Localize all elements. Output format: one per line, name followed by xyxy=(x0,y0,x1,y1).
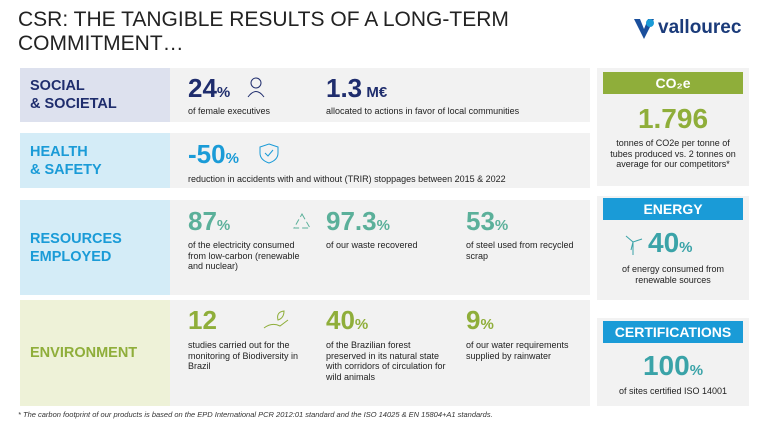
stat-text: of female executives xyxy=(188,106,271,116)
stat-number: 24 xyxy=(188,73,217,103)
stat-number: 40 xyxy=(326,305,355,335)
stat-unit: % xyxy=(225,150,239,167)
section-bg xyxy=(170,300,590,406)
stat-number: 97.3 xyxy=(326,206,377,236)
stat-unit: % xyxy=(216,84,231,101)
logo-icon xyxy=(634,19,654,39)
stat-text: of steel used from recycled scrap xyxy=(466,240,574,261)
stat-unit: % xyxy=(679,239,693,256)
section-bg xyxy=(170,68,590,122)
stat-number: 12 xyxy=(188,305,217,335)
stat-unit: % xyxy=(494,217,509,234)
stat-number: 100 xyxy=(642,350,690,381)
section-label: RESOURCES EMPLOYED xyxy=(20,200,170,295)
sidebar-heading: ENERGY xyxy=(603,198,743,220)
stat-number: 1.3 xyxy=(326,73,363,103)
stat-value: 87% xyxy=(188,207,230,240)
sidebar-value: 40% xyxy=(648,228,718,263)
section-label: SOCIAL & SOCIETAL xyxy=(20,68,170,122)
sidebar-text: of energy consumed from renewable source… xyxy=(621,264,725,285)
stat-value: 24% xyxy=(188,74,230,107)
stat-unit: % xyxy=(689,362,704,379)
stat-text: reduction in accidents with and without … xyxy=(188,174,506,184)
person-icon xyxy=(247,77,265,98)
stat-value: -50% xyxy=(188,140,239,173)
stat-number: -50 xyxy=(188,139,226,169)
sidebar-text: of sites certified ISO 14001 xyxy=(618,386,728,396)
stat-value: 53% xyxy=(466,207,508,240)
section-label: HEALTH & SAFETY xyxy=(20,133,170,188)
stat-value: 1.3 M€ xyxy=(326,74,387,107)
stat-text: allocated to actions in favor of local c… xyxy=(326,106,520,116)
hand-plant-icon xyxy=(263,310,289,329)
sidebar-text: tonnes of CO2e per tonne of tubes produc… xyxy=(610,138,736,169)
section-label: ENVIRONMENT xyxy=(20,300,170,406)
stat-text: of our waste recovered xyxy=(326,240,418,250)
stat-number: 9 xyxy=(466,305,481,335)
sidebar-heading: CERTIFICATIONS xyxy=(603,321,743,343)
stat-text: of the electricity consumed from low-car… xyxy=(188,240,300,271)
stat-value: 12 xyxy=(188,306,217,339)
stat-value: 97.3% xyxy=(326,207,390,240)
section-bg xyxy=(170,133,590,188)
stat-unit: M€ xyxy=(362,84,388,101)
stat-text: of the Brazilian forest preserved in its… xyxy=(326,340,446,382)
recycle-icon xyxy=(293,212,311,229)
logo-text: vallourec xyxy=(658,17,742,38)
shield-icon xyxy=(259,143,279,164)
stat-number: 53 xyxy=(466,206,495,236)
stat-unit: % xyxy=(376,217,390,234)
stat-number: 40 xyxy=(648,227,680,258)
sidebar-value: 1.796 xyxy=(597,104,749,139)
wind-icon xyxy=(625,235,643,255)
stat-value: 40% xyxy=(326,306,368,339)
title: CSR: THE TANGIBLE RESULTS OF A LONG-TERM… xyxy=(18,8,509,55)
sidebar-value: 100% xyxy=(597,351,749,386)
stat-value: 9% xyxy=(466,306,494,339)
stat-unit: % xyxy=(480,316,494,333)
section-bg xyxy=(170,200,590,295)
footnote: * The carbon footprint of our products i… xyxy=(18,410,493,419)
stat-unit: % xyxy=(354,316,369,333)
sidebar-heading: CO₂e xyxy=(603,72,743,94)
stat-text: of our water requirements supplied by ra… xyxy=(466,340,569,361)
stat-unit: % xyxy=(216,217,231,234)
stat-number: 87 xyxy=(188,206,217,236)
stat-text: studies carried out for the monitoring o… xyxy=(188,340,299,371)
stat-number: 1.796 xyxy=(637,103,709,134)
